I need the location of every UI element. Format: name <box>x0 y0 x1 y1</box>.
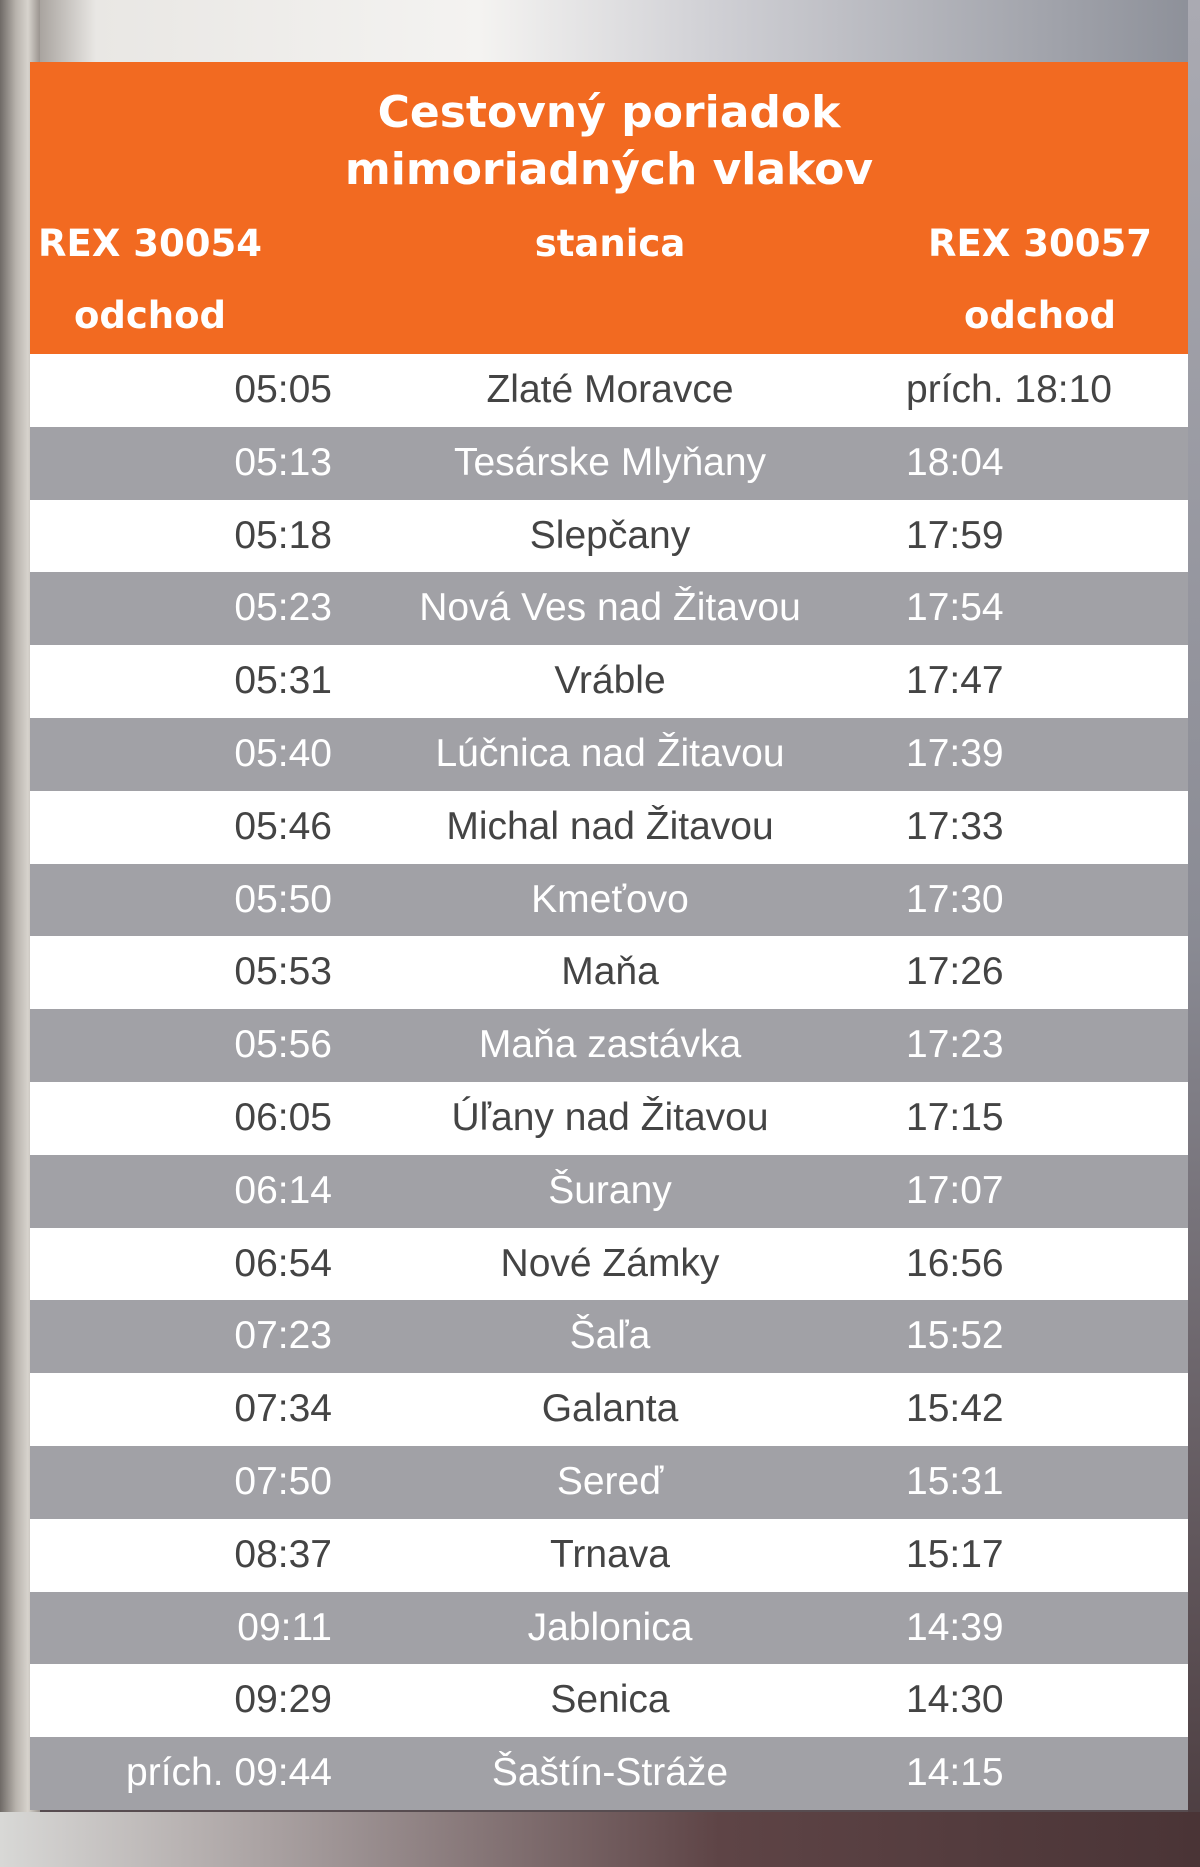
timetable-rows: 05:05 Zlaté Moravce prích. 18:10 05:13 Tesár… <box>30 354 1188 1810</box>
station-name: Maňa <box>561 950 659 994</box>
departure-time-rex-30054: prích. 09:44 <box>126 1751 332 1795</box>
station-name: Tesárske Mlyňany <box>453 440 767 484</box>
departure-time-rex-30057: 17:59 <box>906 513 1004 557</box>
departure-time-rex-30054: 07:50 <box>234 1459 332 1503</box>
table-row: 05:50 Kmeťovo 17:30 <box>30 863 1188 937</box>
departure-time-rex-30057: 14:39 <box>906 1605 1004 1649</box>
station-name: Vráble <box>554 659 666 703</box>
station-name: Maňa zastávka <box>478 1023 742 1067</box>
table-row: 08:37 Trnava 15:17 <box>30 1518 1188 1592</box>
table-row: 07:23 Šaľa 15:52 <box>30 1300 1188 1374</box>
left-column-label: odchod <box>73 294 227 337</box>
departure-time-rex-30054: 05:53 <box>234 950 332 994</box>
departure-time-rex-30054: 07:34 <box>234 1387 332 1431</box>
departure-time-rex-30054: 06:54 <box>234 1241 332 1285</box>
departure-time-rex-30057: 18:04 <box>906 440 1004 484</box>
title-line-2: mimoriadných vlakov <box>344 144 874 195</box>
departure-time-rex-30057: 17:23 <box>906 1023 1004 1067</box>
station-name: Úľany nad Žitavou <box>451 1095 769 1139</box>
departure-time-rex-30057: 17:30 <box>906 877 1004 921</box>
departure-time-rex-30054: 09:11 <box>237 1605 332 1649</box>
station-name: Šaľa <box>569 1314 651 1358</box>
departure-time-rex-30057: 15:52 <box>906 1314 1004 1358</box>
departure-time-rex-30054: 08:37 <box>234 1532 332 1576</box>
table-row: 06:14 Šurany 17:07 <box>30 1154 1188 1228</box>
right-column-label: odchod <box>963 294 1117 337</box>
departure-time-rex-30054: 05:18 <box>234 513 332 557</box>
background-photo-top <box>0 0 1200 62</box>
departure-time-rex-30057: 17:07 <box>906 1168 1004 1212</box>
departure-time-rex-30054: 05:13 <box>234 440 332 484</box>
station-name: Jablonica <box>527 1605 693 1649</box>
table-row: 05:40 Lúčnica nad Žitavou 17:39 <box>30 717 1188 791</box>
departure-time-rex-30057: 15:31 <box>906 1459 1004 1503</box>
departure-time-rex-30057: prích. 18:10 <box>906 368 1112 411</box>
background-photo-bottom <box>0 1812 1200 1867</box>
departure-time-rex-30057: 17:47 <box>906 659 1004 703</box>
departure-time-rex-30054: 05:05 <box>234 368 332 411</box>
departure-time-rex-30054: 05:50 <box>234 877 332 921</box>
station-name: Šaštín-Stráže <box>491 1751 729 1795</box>
table-row: 06:05 Úľany nad Žitavou 17:15 <box>30 1081 1188 1155</box>
station-name: Senica <box>550 1678 670 1722</box>
station-name: Slepčany <box>529 513 691 557</box>
departure-time-rex-30054: 05:23 <box>234 586 332 630</box>
timetable: Cestovný poriadok mimoriadných vlakov RE… <box>30 62 1188 1810</box>
station-name: Sereď <box>556 1459 664 1503</box>
table-row: 05:56 Maňa zastávka 17:23 <box>30 1009 1188 1082</box>
departure-time-rex-30054: 09:29 <box>234 1678 332 1722</box>
departure-time-rex-30054: 06:14 <box>234 1168 332 1212</box>
station-column-label: stanica <box>534 222 686 265</box>
departure-time-rex-30054: 06:05 <box>234 1095 332 1139</box>
table-row: 07:50 Sereď 15:31 <box>30 1445 1188 1519</box>
departure-time-rex-30054: 05:46 <box>234 804 332 848</box>
right-train-number: REX 30057 <box>928 222 1152 265</box>
title-line-1: Cestovný poriadok <box>377 87 841 138</box>
station-name: Zlaté Moravce <box>486 368 734 411</box>
station-name: Nová Ves nad Žitavou <box>419 586 801 630</box>
table-row: prích. 09:44 Šaštín-Stráže 14:15 <box>30 1737 1188 1810</box>
departure-time-rex-30057: 16:56 <box>906 1241 1004 1285</box>
departure-time-rex-30057: 17:33 <box>906 804 1004 848</box>
background-photo-right <box>1188 0 1200 1867</box>
table-row: 07:34 Galanta 15:42 <box>30 1373 1188 1446</box>
table-row: 09:29 Senica 14:30 <box>30 1664 1188 1738</box>
departure-time-rex-30057: 17:15 <box>906 1095 1004 1139</box>
departure-time-rex-30054: 05:40 <box>234 731 332 775</box>
departure-time-rex-30057: 15:42 <box>906 1387 1004 1431</box>
station-name: Michal nad Žitavou <box>446 804 774 848</box>
station-name: Lúčnica nad Žitavou <box>435 731 785 775</box>
table-row: 05:23 Nová Ves nad Žitavou 17:54 <box>30 572 1188 646</box>
departure-time-rex-30057: 14:15 <box>906 1751 1004 1795</box>
table-row: 05:31 Vráble 17:47 <box>30 645 1188 718</box>
departure-time-rex-30057: 17:26 <box>906 950 1004 994</box>
departure-time-rex-30054: 05:56 <box>234 1023 332 1067</box>
station-name: Nové Zámky <box>500 1241 720 1285</box>
table-row: 05:18 Slepčany 17:59 <box>30 499 1188 573</box>
left-train-number: REX 30054 <box>38 222 262 265</box>
table-row: 05:05 Zlaté Moravce prích. 18:10 <box>30 354 1188 427</box>
station-name: Šurany <box>548 1168 672 1212</box>
departure-time-rex-30057: 17:54 <box>906 586 1004 630</box>
departure-time-rex-30054: 05:31 <box>234 659 332 703</box>
departure-time-rex-30057: 15:17 <box>906 1532 1004 1576</box>
departure-time-rex-30057: 14:30 <box>906 1678 1004 1722</box>
table-row: 05:46 Michal nad Žitavou 17:33 <box>30 790 1188 864</box>
table-row: 09:11 Jablonica 14:39 <box>30 1591 1188 1665</box>
departure-time-rex-30054: 07:23 <box>234 1314 332 1358</box>
departure-time-rex-30057: 17:39 <box>906 731 1004 775</box>
timetable-title: Cestovný poriadok mimoriadných vlakov <box>30 84 1188 198</box>
table-row: 06:54 Nové Zámky 16:56 <box>30 1227 1188 1301</box>
station-name: Galanta <box>541 1387 679 1431</box>
table-row: 05:53 Maňa 17:26 <box>30 936 1188 1010</box>
station-name: Kmeťovo <box>531 877 689 921</box>
station-name: Trnava <box>550 1532 670 1576</box>
timetable-header: Cestovný poriadok mimoriadných vlakov RE… <box>30 62 1188 354</box>
table-row: 05:13 Tesárske Mlyňany 18:04 <box>30 426 1188 500</box>
